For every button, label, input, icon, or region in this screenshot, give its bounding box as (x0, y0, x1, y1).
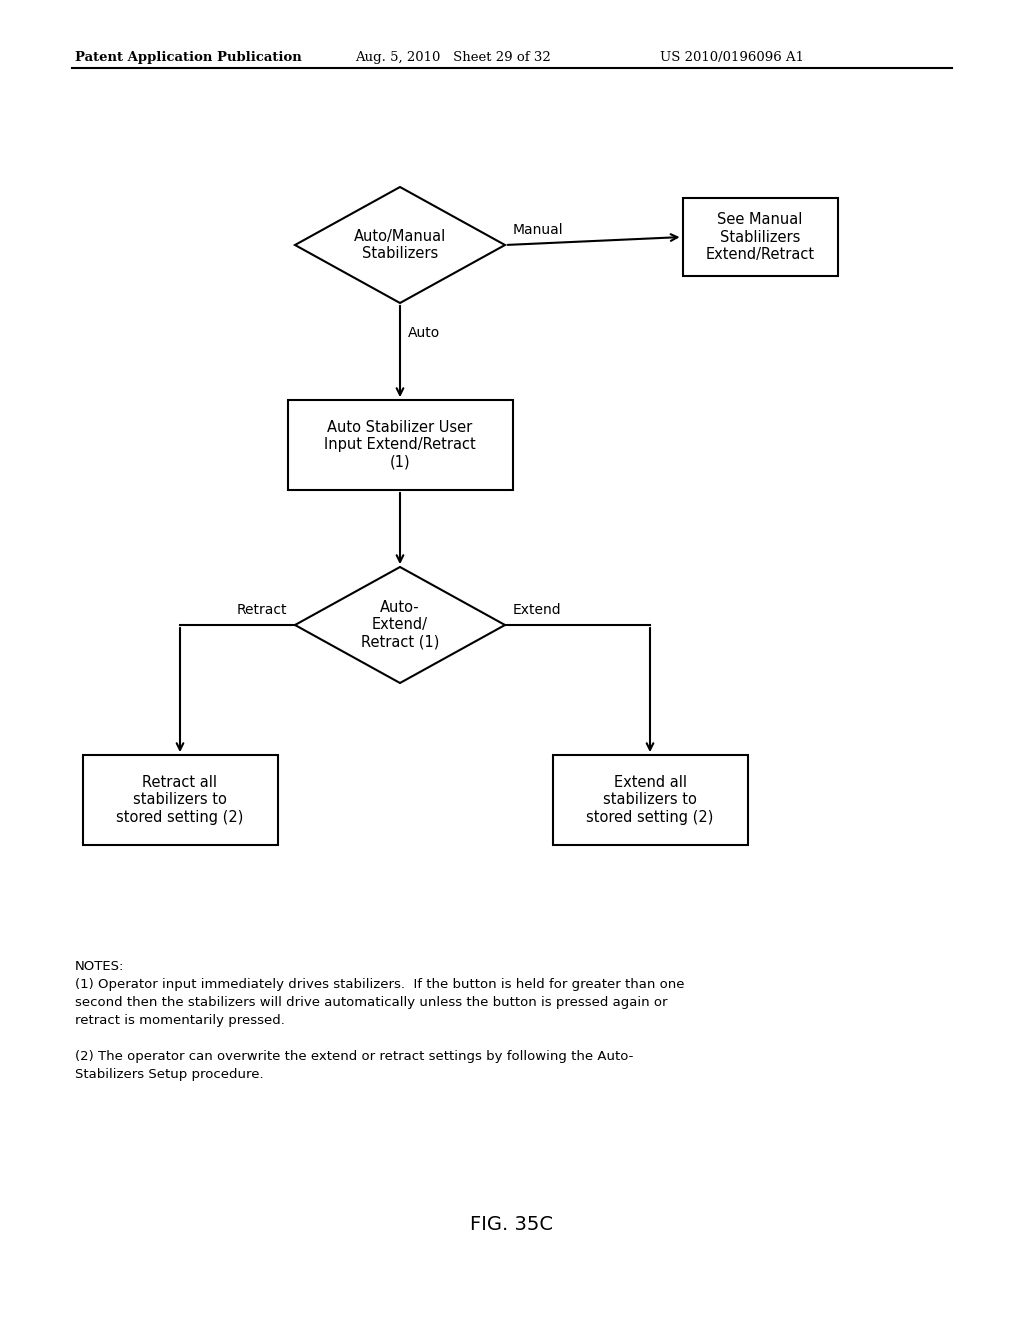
Text: See Manual
Stablilizers
Extend/Retract: See Manual Stablilizers Extend/Retract (706, 213, 814, 261)
Text: Auto: Auto (408, 326, 440, 341)
Text: (2) The operator can overwrite the extend or retract settings by following the A: (2) The operator can overwrite the exten… (75, 1049, 634, 1063)
Bar (683, 198, 838, 276)
Bar (83, 755, 278, 845)
Text: Auto/Manual
Stabilizers: Auto/Manual Stabilizers (354, 228, 446, 261)
Text: Extend all
stabilizers to
stored setting (2): Extend all stabilizers to stored setting… (587, 775, 714, 825)
Text: Stabilizers Setup procedure.: Stabilizers Setup procedure. (75, 1068, 263, 1081)
Text: US 2010/0196096 A1: US 2010/0196096 A1 (660, 50, 804, 63)
Text: Aug. 5, 2010   Sheet 29 of 32: Aug. 5, 2010 Sheet 29 of 32 (355, 50, 551, 63)
Text: second then the stabilizers will drive automatically unless the button is presse: second then the stabilizers will drive a… (75, 997, 668, 1008)
Text: retract is momentarily pressed.: retract is momentarily pressed. (75, 1014, 285, 1027)
Text: Retract all
stabilizers to
stored setting (2): Retract all stabilizers to stored settin… (117, 775, 244, 825)
Text: Patent Application Publication: Patent Application Publication (75, 50, 302, 63)
Text: FIG. 35C: FIG. 35C (470, 1214, 554, 1234)
Text: Retract: Retract (237, 603, 287, 616)
Text: Auto Stabilizer User
Input Extend/Retract
(1): Auto Stabilizer User Input Extend/Retrac… (325, 420, 476, 470)
Text: Extend: Extend (513, 603, 561, 616)
Bar (553, 755, 748, 845)
Text: Auto-
Extend/
Retract (1): Auto- Extend/ Retract (1) (360, 601, 439, 649)
Bar (288, 400, 512, 490)
Text: Manual: Manual (513, 223, 563, 238)
Text: (1) Operator input immediately drives stabilizers.  If the button is held for gr: (1) Operator input immediately drives st… (75, 978, 684, 991)
Text: NOTES:: NOTES: (75, 960, 124, 973)
